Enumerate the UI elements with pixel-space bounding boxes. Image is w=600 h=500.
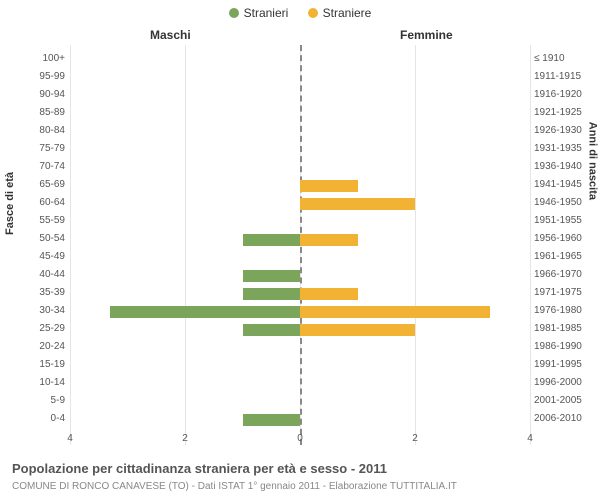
bar-male	[243, 324, 301, 336]
age-label: 15-19	[10, 359, 65, 370]
legend-dot-male	[229, 8, 239, 18]
age-row: 55-591951-1955	[70, 213, 530, 231]
bar-female	[300, 198, 415, 210]
age-label: 40-44	[10, 269, 65, 280]
age-row: 100+≤ 1910	[70, 51, 530, 69]
age-row: 25-291981-1985	[70, 321, 530, 339]
legend-item-female: Straniere	[308, 6, 372, 20]
birth-label: 1921-1925	[534, 107, 592, 118]
birth-label: 1966-1970	[534, 269, 592, 280]
age-label: 80-84	[10, 125, 65, 136]
birth-label: 1971-1975	[534, 287, 592, 298]
age-label: 10-14	[10, 377, 65, 388]
birth-label: 1916-1920	[534, 89, 592, 100]
age-label: 75-79	[10, 143, 65, 154]
column-title-male: Maschi	[150, 28, 191, 42]
x-tick: 2	[175, 433, 195, 444]
age-row: 40-441966-1970	[70, 267, 530, 285]
bar-male	[243, 234, 301, 246]
age-label: 100+	[10, 53, 65, 64]
legend: Stranieri Straniere	[0, 6, 600, 21]
birth-label: 1931-1935	[534, 143, 592, 154]
age-row: 30-341976-1980	[70, 303, 530, 321]
birth-label: 1996-2000	[534, 377, 592, 388]
age-label: 0-4	[10, 413, 65, 424]
birth-label: ≤ 1910	[534, 53, 592, 64]
bar-female	[300, 180, 358, 192]
age-row: 0-42006-2010	[70, 411, 530, 429]
birth-label: 1981-1985	[534, 323, 592, 334]
x-tick: 2	[405, 433, 425, 444]
age-label: 20-24	[10, 341, 65, 352]
age-row: 70-741936-1940	[70, 159, 530, 177]
birth-label: 1911-1915	[534, 71, 592, 82]
age-label: 90-94	[10, 89, 65, 100]
age-label: 70-74	[10, 161, 65, 172]
population-pyramid-chart: Stranieri Straniere Maschi Femmine Fasce…	[0, 0, 600, 500]
x-tick: 0	[290, 433, 310, 444]
bar-male	[243, 270, 301, 282]
x-tick: 4	[60, 433, 80, 444]
birth-label: 1956-1960	[534, 233, 592, 244]
birth-label: 1951-1955	[534, 215, 592, 226]
age-label: 95-99	[10, 71, 65, 82]
legend-item-male: Stranieri	[229, 6, 289, 20]
age-label: 65-69	[10, 179, 65, 190]
age-label: 30-34	[10, 305, 65, 316]
birth-label: 1946-1950	[534, 197, 592, 208]
age-row: 90-941916-1920	[70, 87, 530, 105]
bar-female	[300, 234, 358, 246]
birth-label: 1926-1930	[534, 125, 592, 136]
birth-label: 1941-1945	[534, 179, 592, 190]
age-label: 35-39	[10, 287, 65, 298]
age-row: 75-791931-1935	[70, 141, 530, 159]
birth-label: 2006-2010	[534, 413, 592, 424]
chart-subtitle: COMUNE DI RONCO CANAVESE (TO) - Dati IST…	[12, 481, 457, 492]
bar-female	[300, 324, 415, 336]
age-label: 50-54	[10, 233, 65, 244]
legend-label-female: Straniere	[323, 6, 372, 20]
bar-male	[243, 414, 301, 426]
bar-male	[243, 288, 301, 300]
bar-male	[110, 306, 300, 318]
age-row: 15-191991-1995	[70, 357, 530, 375]
age-row: 20-241986-1990	[70, 339, 530, 357]
age-row: 80-841926-1930	[70, 123, 530, 141]
plot-area: 100+≤ 191095-991911-191590-941916-192085…	[70, 45, 530, 445]
age-row: 85-891921-1925	[70, 105, 530, 123]
age-label: 5-9	[10, 395, 65, 406]
age-row: 95-991911-1915	[70, 69, 530, 87]
age-row: 35-391971-1975	[70, 285, 530, 303]
age-label: 85-89	[10, 107, 65, 118]
age-label: 55-59	[10, 215, 65, 226]
age-row: 45-491961-1965	[70, 249, 530, 267]
age-label: 25-29	[10, 323, 65, 334]
age-row: 65-691941-1945	[70, 177, 530, 195]
legend-dot-female	[308, 8, 318, 18]
birth-label: 2001-2005	[534, 395, 592, 406]
birth-label: 1991-1995	[534, 359, 592, 370]
bar-female	[300, 288, 358, 300]
birth-label: 1986-1990	[534, 341, 592, 352]
birth-label: 1961-1965	[534, 251, 592, 262]
age-label: 45-49	[10, 251, 65, 262]
bar-female	[300, 306, 490, 318]
age-label: 60-64	[10, 197, 65, 208]
birth-label: 1936-1940	[534, 161, 592, 172]
age-row: 50-541956-1960	[70, 231, 530, 249]
gridline	[530, 45, 531, 445]
chart-title: Popolazione per cittadinanza straniera p…	[12, 461, 387, 476]
legend-label-male: Stranieri	[244, 6, 289, 20]
x-tick: 4	[520, 433, 540, 444]
age-row: 5-92001-2005	[70, 393, 530, 411]
age-row: 60-641946-1950	[70, 195, 530, 213]
column-title-female: Femmine	[400, 28, 453, 42]
birth-label: 1976-1980	[534, 305, 592, 316]
age-row: 10-141996-2000	[70, 375, 530, 393]
